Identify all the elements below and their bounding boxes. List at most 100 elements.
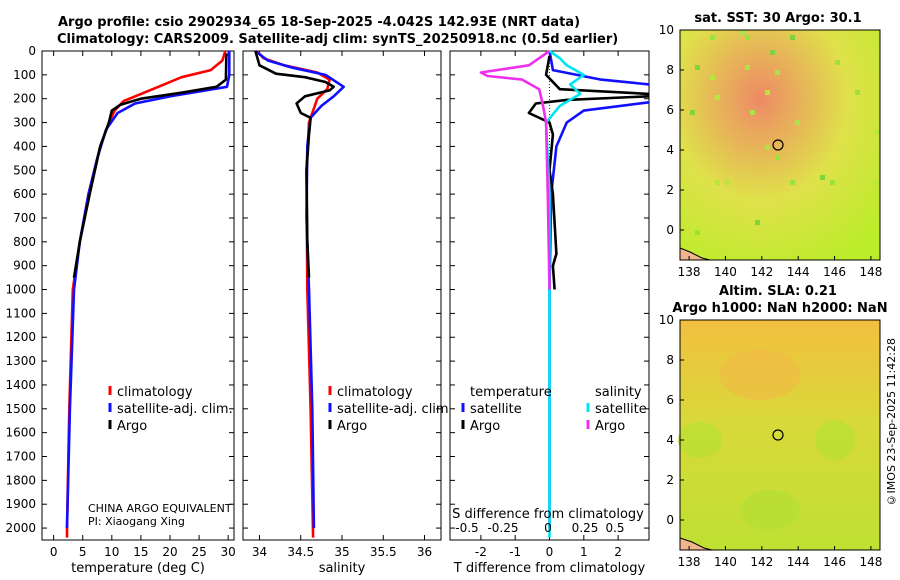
series-line-t-satellite	[548, 50, 650, 86]
legend-label: satellite-adj. clim.	[337, 402, 453, 417]
difference-profile-panel: -2 -1 0 1 2 T difference from climatology temp…	[449, 49, 650, 576]
sst-pixel	[715, 95, 720, 100]
series-line-t-argo	[544, 55, 650, 96]
y-tick-label: 1200	[5, 330, 36, 344]
y-tick-label: 100	[13, 68, 36, 82]
map-x-tick-label: 148	[859, 265, 882, 279]
y-tick-label: 1700	[5, 450, 36, 464]
legend-label: satellite	[595, 402, 647, 417]
legend-header-temperature: temperature	[470, 385, 552, 400]
x-tick-label: 10	[104, 545, 119, 559]
sst-pixel	[855, 90, 860, 95]
map-y-tick-label: 10	[659, 23, 674, 37]
y-tick-label: 400	[13, 139, 36, 153]
map-x-tick-label: 142	[750, 555, 773, 569]
y-tick-label: 600	[13, 187, 36, 201]
sst-pixel	[690, 110, 695, 115]
sla-anomaly-1	[678, 422, 722, 458]
sst-pixel	[710, 75, 715, 80]
top-tick-label: -0.25	[487, 521, 518, 535]
sst-pixel	[750, 110, 755, 115]
y-tick-label: 1300	[5, 354, 36, 368]
sla-map-frame	[679, 319, 881, 551]
y-tick-label: 900	[13, 259, 36, 273]
map-y-tick-label: 0	[666, 223, 674, 237]
sst-map-pixels	[690, 30, 880, 235]
y-tick-label: 1600	[5, 426, 36, 440]
series-line-satellite-adj.-clim.	[254, 49, 345, 529]
x-tick-label: 34	[252, 545, 267, 559]
map-y-tick-label: 10	[659, 313, 674, 327]
salinity-profile-frame	[242, 50, 442, 541]
top-tick-label: 0	[544, 521, 552, 535]
sst-pixel	[710, 35, 715, 40]
map-x-tick-label: 142	[750, 265, 773, 279]
legend-label: Argo	[470, 419, 500, 434]
sst-pixel	[875, 180, 880, 185]
sla-anomaly-2	[815, 420, 855, 460]
sst-pixel	[770, 50, 775, 55]
x-tick-label: 36	[417, 545, 432, 559]
sst-argo-marker	[772, 139, 784, 151]
y-tick-label: 1800	[5, 473, 36, 487]
annotation-line1: CHINA ARGO EQUIVALENT	[88, 502, 232, 515]
series-line-t-argo-deep	[527, 95, 650, 290]
sst-pixel	[765, 90, 770, 95]
sst-map-title: sat. SST: 30 Argo: 30.1	[694, 11, 861, 26]
sst-pixel	[795, 120, 800, 125]
map-x-tick-label: 140	[714, 265, 737, 279]
top-tick-label: 0.5	[605, 521, 624, 535]
sst-pixel	[765, 145, 770, 150]
map-x-tick-label: 146	[823, 265, 846, 279]
map-x-tick-label: 138	[678, 555, 701, 569]
x-axis-label: salinity	[319, 561, 366, 576]
salinity-profile-panel: 34 34.5 35 35.5 36 salinity climatology satelli…	[242, 49, 453, 576]
y-tick-label: 700	[13, 211, 36, 225]
y-tick-label: 1000	[5, 283, 36, 297]
map-y-tick-label: 6	[666, 103, 674, 117]
x-tick-label: 5	[79, 545, 87, 559]
sla-map-title-line2: Argo h1000: NaN h2000: NaN	[672, 301, 887, 316]
map-x-tick-label: 146	[823, 555, 846, 569]
top-tick-label: -0.5	[455, 521, 478, 535]
x-tick-label: 2	[614, 545, 622, 559]
y-tick-label: 0	[28, 44, 36, 58]
x-tick-label: -1	[509, 545, 521, 559]
map-x-tick-label: 144	[787, 555, 810, 569]
top-tick-label: 0.25	[572, 521, 599, 535]
sst-pixel	[745, 65, 750, 70]
y-tick-label: 800	[13, 235, 36, 249]
legend-label: climatology	[337, 385, 413, 400]
sla-map-title-line1: Altim. SLA: 0.21	[719, 284, 837, 299]
x-tick-label: 0	[546, 545, 554, 559]
map-y-tick-label: 8	[666, 63, 674, 77]
x-tick-label: 20	[162, 545, 177, 559]
figure-title-line1: Argo profile: csio 2902934_65 18-Sep-202…	[58, 15, 581, 30]
sst-pixel	[875, 130, 880, 135]
sst-pixel	[790, 180, 795, 185]
temperature-profile-frame	[41, 50, 235, 541]
legend-label: satellite-adj. clim.	[117, 402, 233, 417]
sst-pixel	[790, 35, 795, 40]
x-tick-label: 30	[221, 545, 236, 559]
figure-title-line2: Climatology: CARS2009. Satellite-adj cli…	[57, 32, 619, 47]
sst-pixel	[820, 175, 825, 180]
series-line-argo	[72, 53, 228, 278]
x-axis-label: T difference from climatology	[453, 561, 646, 576]
map-y-tick-label: 0	[666, 513, 674, 527]
y-tick-label: 200	[13, 92, 36, 106]
x-tick-label: 0	[50, 545, 58, 559]
series-line-argo	[254, 50, 335, 278]
map-y-tick-label: 4	[666, 433, 674, 447]
legend-label: Argo	[595, 419, 625, 434]
x-tick-label: 35.5	[370, 545, 397, 559]
legend-label: climatology	[117, 385, 193, 400]
map-y-tick-label: 8	[666, 353, 674, 367]
x-tick-label: 35	[334, 545, 349, 559]
y-tick-label: 500	[13, 163, 36, 177]
x-tick-label: 1	[580, 545, 588, 559]
sst-pixel	[835, 60, 840, 65]
y-tick-label: 1400	[5, 378, 36, 392]
sla-argo-marker	[772, 429, 784, 441]
top-axis-label: S difference from climatology	[452, 507, 644, 522]
